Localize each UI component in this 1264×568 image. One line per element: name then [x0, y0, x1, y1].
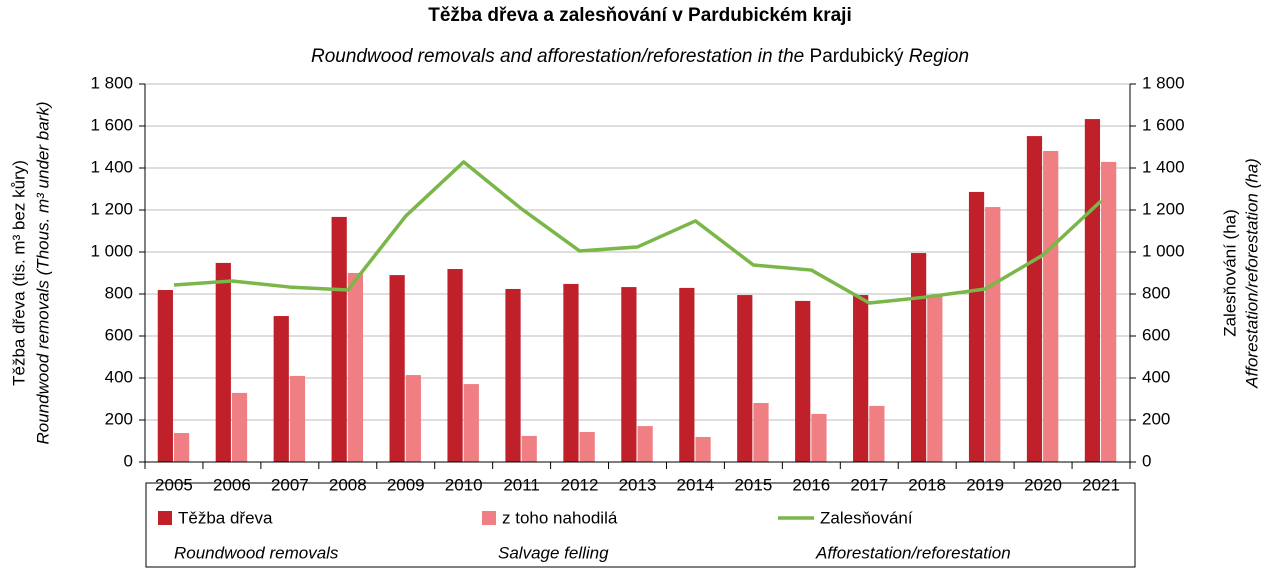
x-tick-label: 2011: [503, 475, 540, 494]
legend-label-en: Afforestation/reforestation: [815, 543, 1011, 562]
y-axis-label: Těžba dřeva (tis. m³ bez kůry): [9, 160, 28, 386]
y2-tick-label: 800: [1142, 283, 1170, 302]
bar: [173, 433, 190, 462]
legend-label-en: Roundwood removals: [174, 543, 339, 562]
bar: [910, 253, 927, 462]
y-tick-label: 1 800: [90, 73, 133, 92]
legend-swatch: [482, 511, 496, 525]
x-tick-label: 2006: [213, 475, 251, 494]
legend-label: Zalesňování: [820, 508, 913, 527]
bar: [331, 216, 347, 462]
bar: [405, 375, 421, 462]
y2-tick-label: 1 600: [1142, 115, 1185, 134]
y2-tick-label: 400: [1142, 367, 1170, 386]
x-tick-label: 2008: [329, 475, 367, 494]
bar: [695, 437, 711, 462]
x-tick-label: 2007: [271, 475, 309, 494]
x-tick-label: 2020: [1024, 475, 1062, 494]
bar: [447, 269, 463, 462]
y2-tick-label: 600: [1142, 325, 1170, 344]
bar: [231, 392, 248, 462]
y-tick-label: 0: [124, 451, 133, 470]
bar: [1026, 136, 1043, 462]
bar: [563, 283, 579, 462]
y-tick-label: 1 600: [90, 115, 133, 134]
x-tick-label: 2013: [619, 475, 657, 494]
bar: [215, 262, 231, 462]
subtitle-part: Roundwood removals and afforestation/ref…: [311, 46, 804, 67]
y2-axis-label: Afforestation/reforestation (ha): [1242, 158, 1261, 389]
y2-axis-label: Zalesňování (ha): [1220, 209, 1239, 337]
y-tick-label: 600: [105, 325, 133, 344]
bar: [927, 295, 943, 462]
x-tick-label: 2010: [445, 475, 483, 494]
bar: [463, 384, 479, 462]
x-tick-label: 2012: [561, 475, 599, 494]
subtitle-part: Pardubický: [810, 46, 904, 67]
bar: [968, 191, 985, 462]
bar: [811, 413, 827, 462]
y2-tick-label: 0: [1142, 451, 1151, 470]
legend-label-en: Salvage felling: [498, 543, 609, 562]
y2-tick-label: 1 800: [1142, 73, 1185, 92]
bar: [621, 287, 637, 462]
legend-box: [145, 482, 1136, 568]
bar: [737, 295, 753, 462]
bar: [1101, 161, 1117, 462]
x-tick-label: 2005: [155, 475, 193, 494]
y-tick-label: 1 400: [90, 157, 133, 176]
legend-label: z toho nahodilá: [502, 508, 618, 527]
y-tick-label: 400: [105, 367, 133, 386]
x-tick-label: 2015: [734, 475, 772, 494]
bar: [679, 287, 695, 462]
x-tick-label: 2018: [908, 475, 946, 494]
y2-tick-label: 1 400: [1142, 157, 1185, 176]
subtitle-part: Region: [909, 46, 969, 67]
x-tick-label: 2009: [387, 475, 425, 494]
chart-subtitle: Roundwood removals and afforestation/ref…: [311, 46, 969, 67]
bar: [157, 290, 173, 462]
bar: [347, 273, 364, 462]
y-tick-label: 200: [105, 409, 133, 428]
legend-swatch: [158, 511, 172, 525]
bar: [853, 295, 869, 462]
x-tick-label: 2017: [850, 475, 888, 494]
bar: [1084, 119, 1101, 462]
chart-title: Těžba dřeva a zalesňování v Pardubickém …: [428, 5, 851, 26]
bar: [795, 300, 811, 462]
bar: [389, 275, 405, 462]
y-tick-label: 1 200: [90, 199, 133, 218]
x-tick-label: 2021: [1082, 475, 1120, 494]
bar: [521, 435, 537, 462]
x-tick-label: 2016: [792, 475, 830, 494]
y2-tick-label: 200: [1142, 409, 1170, 428]
bar: [753, 402, 769, 462]
bar: [289, 375, 306, 462]
bar: [579, 431, 595, 462]
legend-label: Těžba dřeva: [178, 508, 273, 527]
y-tick-label: 1 000: [90, 241, 133, 260]
line: [173, 160, 1103, 305]
y2-tick-label: 1 000: [1142, 241, 1185, 260]
bar: [637, 426, 653, 462]
bar: [869, 405, 885, 462]
y2-tick-label: 1 200: [1142, 199, 1185, 218]
x-tick-label: 2014: [677, 475, 715, 494]
bar: [273, 316, 289, 462]
x-tick-label: 2019: [966, 475, 1004, 494]
bar: [505, 288, 521, 462]
bar: [985, 207, 1001, 462]
y-tick-label: 800: [105, 283, 133, 302]
y-axis-label: Roundwood removals (Thous. m³ under bark…: [33, 102, 52, 445]
bar: [1043, 150, 1059, 463]
